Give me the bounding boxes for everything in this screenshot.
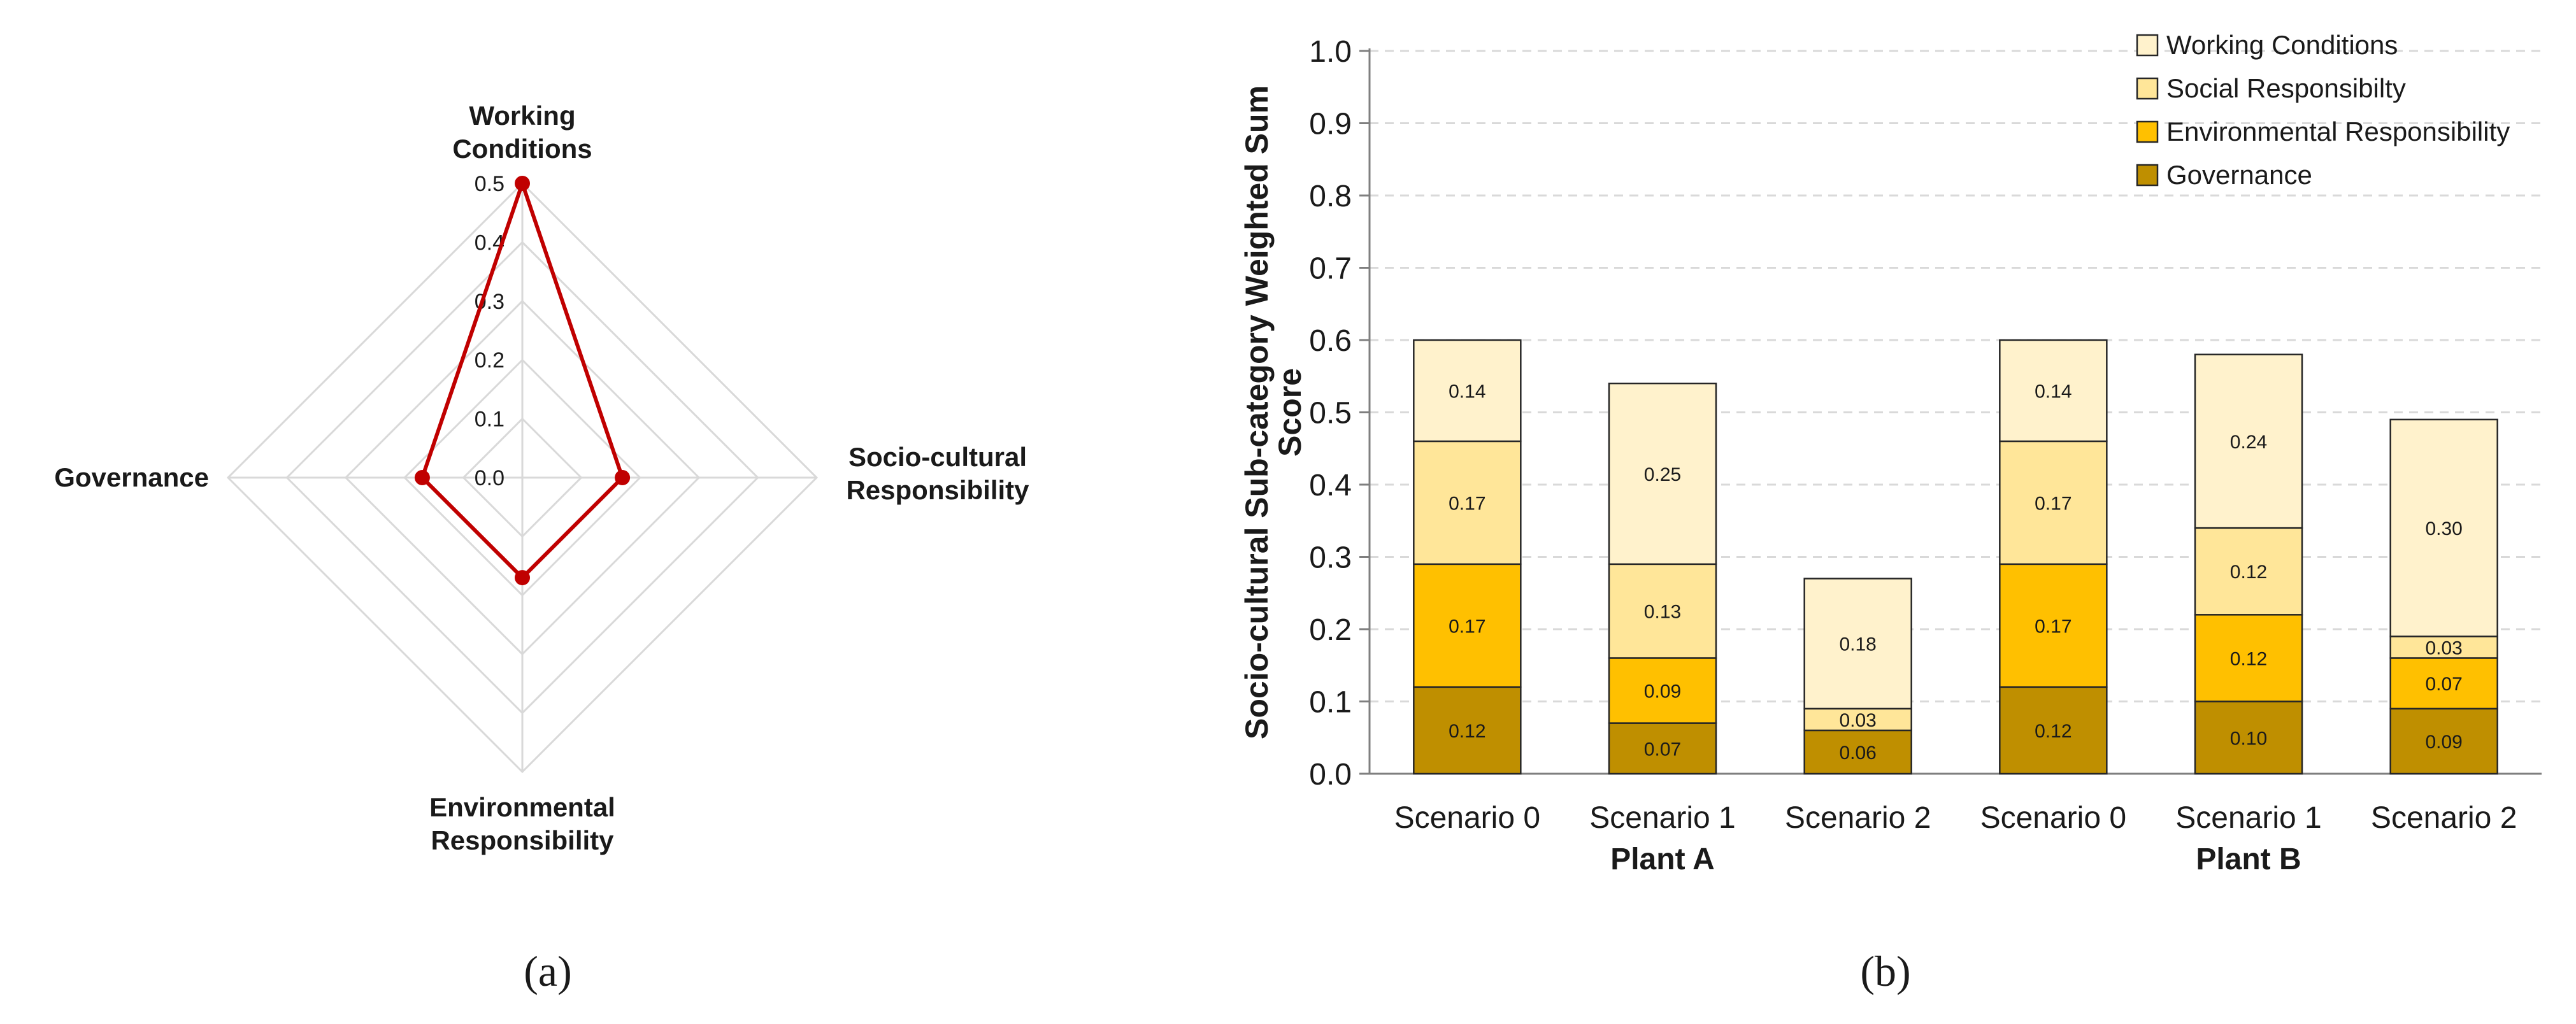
- bar-segment-working-conditions: [1803, 578, 1912, 710]
- bar-value-label: 0.17: [1449, 493, 1485, 514]
- bar-segment-governance: [2194, 700, 2303, 775]
- y-tick-label: 0.6: [1309, 324, 1352, 358]
- bar-value-label: 0.12: [2230, 648, 2267, 669]
- legend-swatch-working-conditions: [2136, 34, 2159, 57]
- y-tick-label: 0.5: [1309, 397, 1352, 430]
- radar-tick-label: 0.2: [475, 348, 504, 373]
- panel-label-a: (a): [524, 947, 571, 995]
- x-tick-label: Scenario 0: [1980, 801, 2126, 835]
- radar-point-environmental-responsibility: [515, 570, 530, 586]
- radar-point-working-conditions: [515, 176, 530, 191]
- bar-value-label: 0.03: [1839, 710, 1876, 731]
- bar-value-label: 0.12: [1449, 721, 1485, 742]
- bar-value-label: 0.17: [1449, 616, 1485, 637]
- bar-segment-governance: [1999, 686, 2108, 775]
- y-tick-label: 0.4: [1309, 469, 1352, 502]
- bar-value-label: 0.24: [2230, 432, 2267, 453]
- bar-value-label: 0.09: [2425, 732, 2462, 753]
- bar-segment-working-conditions: [1999, 339, 2108, 443]
- legend-swatch-governance: [2136, 164, 2159, 187]
- bar-value-label: 0.10: [2230, 728, 2267, 749]
- radar-axis-label-working-conditions: Working Conditions: [452, 101, 592, 164]
- bar-value-label: 0.06: [1839, 743, 1876, 764]
- x-tick-label: Scenario 1: [2175, 801, 2321, 835]
- y-tick-label: 0.0: [1309, 758, 1352, 792]
- y-tick-label: 0.3: [1309, 541, 1352, 575]
- x-tick-label: Scenario 2: [1785, 801, 1931, 835]
- bar-segment-social-responsibilty: [1608, 563, 1717, 659]
- bar-value-label: 0.25: [1644, 464, 1681, 485]
- bar-segment-working-conditions: [1413, 339, 1522, 443]
- legend-label-working-conditions: Working Conditions: [2166, 30, 2398, 60]
- y-tick-label: 0.7: [1309, 252, 1352, 286]
- legend-swatch-environmental-responsibility: [2136, 120, 2159, 143]
- x-tick-label: Scenario 2: [2371, 801, 2517, 835]
- bar-value-label: 0.30: [2425, 518, 2462, 539]
- radar-tick-label: 0.5: [475, 172, 504, 196]
- radar-axis-label-socio-cultural-responsibility: Socio-cultural Responsibility: [846, 442, 1029, 505]
- bar-segment-social-responsibilty: [2194, 527, 2303, 616]
- legend-label-governance: Governance: [2166, 160, 2312, 190]
- bar-value-label: 0.14: [1449, 381, 1485, 402]
- bar-segment-governance: [2389, 708, 2498, 775]
- bar-value-label: 0.09: [1644, 681, 1681, 702]
- legend-label-environmental-responsibility: Environmental Responsibility: [2166, 117, 2510, 146]
- y-tick-label: 0.8: [1309, 180, 1352, 213]
- bar-segment-working-conditions: [2194, 353, 2303, 529]
- bar-value-label: 0.03: [2425, 637, 2462, 658]
- bar-segment-governance: [1608, 722, 1717, 775]
- radar-tick-label: 0.1: [475, 408, 504, 432]
- bar-value-label: 0.13: [1644, 602, 1681, 623]
- bar-value-label: 0.17: [2035, 616, 2072, 637]
- group-label-plant-b: Plant B: [2196, 843, 2301, 876]
- radar-point-socio-cultural-responsibility: [615, 470, 631, 485]
- bar-segment-governance: [1803, 729, 1912, 775]
- bar-segment-working-conditions: [2389, 418, 2498, 637]
- bar-segment-environmental-responsibility: [2194, 614, 2303, 702]
- bar-segment-working-conditions: [1608, 382, 1717, 565]
- radar-axis-label-governance: Governance: [54, 462, 209, 492]
- x-tick-label: Scenario 1: [1589, 801, 1735, 835]
- bar-value-label: 0.12: [2230, 562, 2267, 583]
- y-tick-label: 0.1: [1309, 686, 1352, 720]
- bar-segment-social-responsibilty: [1999, 440, 2108, 565]
- bar-value-label: 0.12: [2035, 721, 2072, 742]
- panel-label-b: (b): [1860, 947, 1910, 995]
- bar-segment-environmental-responsibility: [1999, 563, 2108, 688]
- bar-value-label: 0.18: [1839, 634, 1876, 655]
- legend-label-social-responsibilty: Social Responsibilty: [2166, 73, 2406, 103]
- x-tick-label: Scenario 0: [1394, 801, 1540, 835]
- radar-tick-label: 0.0: [475, 466, 504, 490]
- y-tick-label: 0.2: [1309, 613, 1352, 647]
- bar-segment-social-responsibilty: [1803, 708, 1912, 732]
- bar-segment-social-responsibilty: [2389, 636, 2498, 659]
- y-tick-label: 1.0: [1309, 35, 1352, 69]
- y-tick-label: 0.9: [1309, 108, 1352, 141]
- bar-value-label: 0.07: [1644, 739, 1681, 760]
- bar-value-label: 0.07: [2425, 674, 2462, 695]
- bar-segment-environmental-responsibility: [2389, 657, 2498, 710]
- radar-axis-label-environmental-responsibility: Environmental Responsibility: [429, 792, 615, 855]
- y-axis-title: Socio-cultural Sub-category Weighted Sum…: [1239, 85, 1308, 739]
- bar-segment-environmental-responsibility: [1413, 563, 1522, 688]
- radar-point-governance: [414, 470, 430, 485]
- bar-segment-environmental-responsibility: [1608, 657, 1717, 724]
- bar-value-label: 0.17: [2035, 493, 2072, 514]
- group-label-plant-a: Plant A: [1610, 843, 1715, 876]
- bar-value-label: 0.14: [2035, 381, 2072, 402]
- bar-segment-governance: [1413, 686, 1522, 775]
- stacked-bar-chart: 0.0 0.1 0.2 0.3 0.4 0.5 0.6 0.7 0.8 0.9 1.0Socio-c…: [1239, 30, 2542, 876]
- legend-swatch-social-responsibilty: [2136, 77, 2159, 100]
